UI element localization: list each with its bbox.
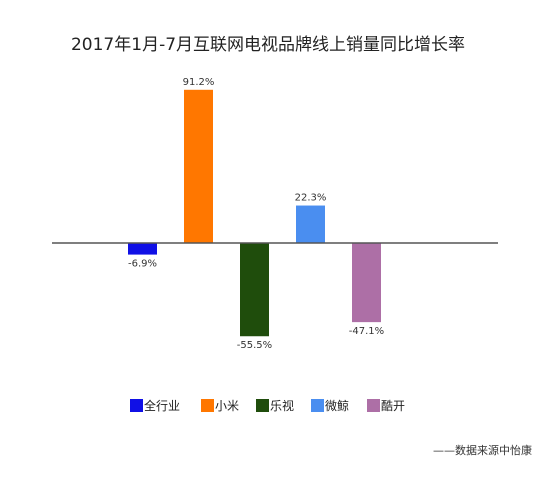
value-labels-group: -6.9% 91.2% -55.5% 22.3% -47.1%: [128, 77, 384, 351]
bar-2: [184, 89, 213, 243]
legend-item-1: 全行业: [130, 398, 180, 413]
legend-item-2: 小米: [201, 399, 239, 413]
legend-swatch: [311, 399, 324, 412]
legend-label: 小米: [215, 399, 239, 413]
legend-label: 全行业: [144, 398, 180, 413]
legend-label: 酷开: [381, 399, 405, 413]
legend-swatch: [130, 399, 143, 412]
legend-label: 微鲸: [325, 398, 349, 413]
data-label-1: -6.9%: [128, 259, 157, 270]
bar-4: [296, 205, 325, 243]
legend-label: 乐视: [270, 398, 294, 413]
bar-3: [240, 243, 269, 337]
data-label-4: 22.3%: [295, 193, 327, 204]
chart-title: 2017年1月-7月互联网电视品牌线上销量同比增长率: [71, 35, 465, 55]
legend-item-4: 微鲸: [311, 398, 349, 413]
legend-item-5: 酷开: [367, 399, 405, 413]
legend-swatch: [367, 399, 380, 412]
legend-item-3: 乐视: [256, 398, 294, 413]
bars-group: [128, 89, 381, 337]
source-note: ——数据来源中怡康: [433, 443, 532, 457]
data-label-2: 91.2%: [183, 77, 215, 88]
legend-swatch: [256, 399, 269, 412]
data-label-3: -55.5%: [237, 340, 272, 351]
data-label-5: -47.1%: [349, 326, 384, 337]
bar-1: [128, 243, 157, 255]
legend-swatch: [201, 399, 214, 412]
legend: 全行业 小米 乐视 微鲸 酷开: [130, 398, 405, 413]
bar-5: [352, 243, 381, 323]
